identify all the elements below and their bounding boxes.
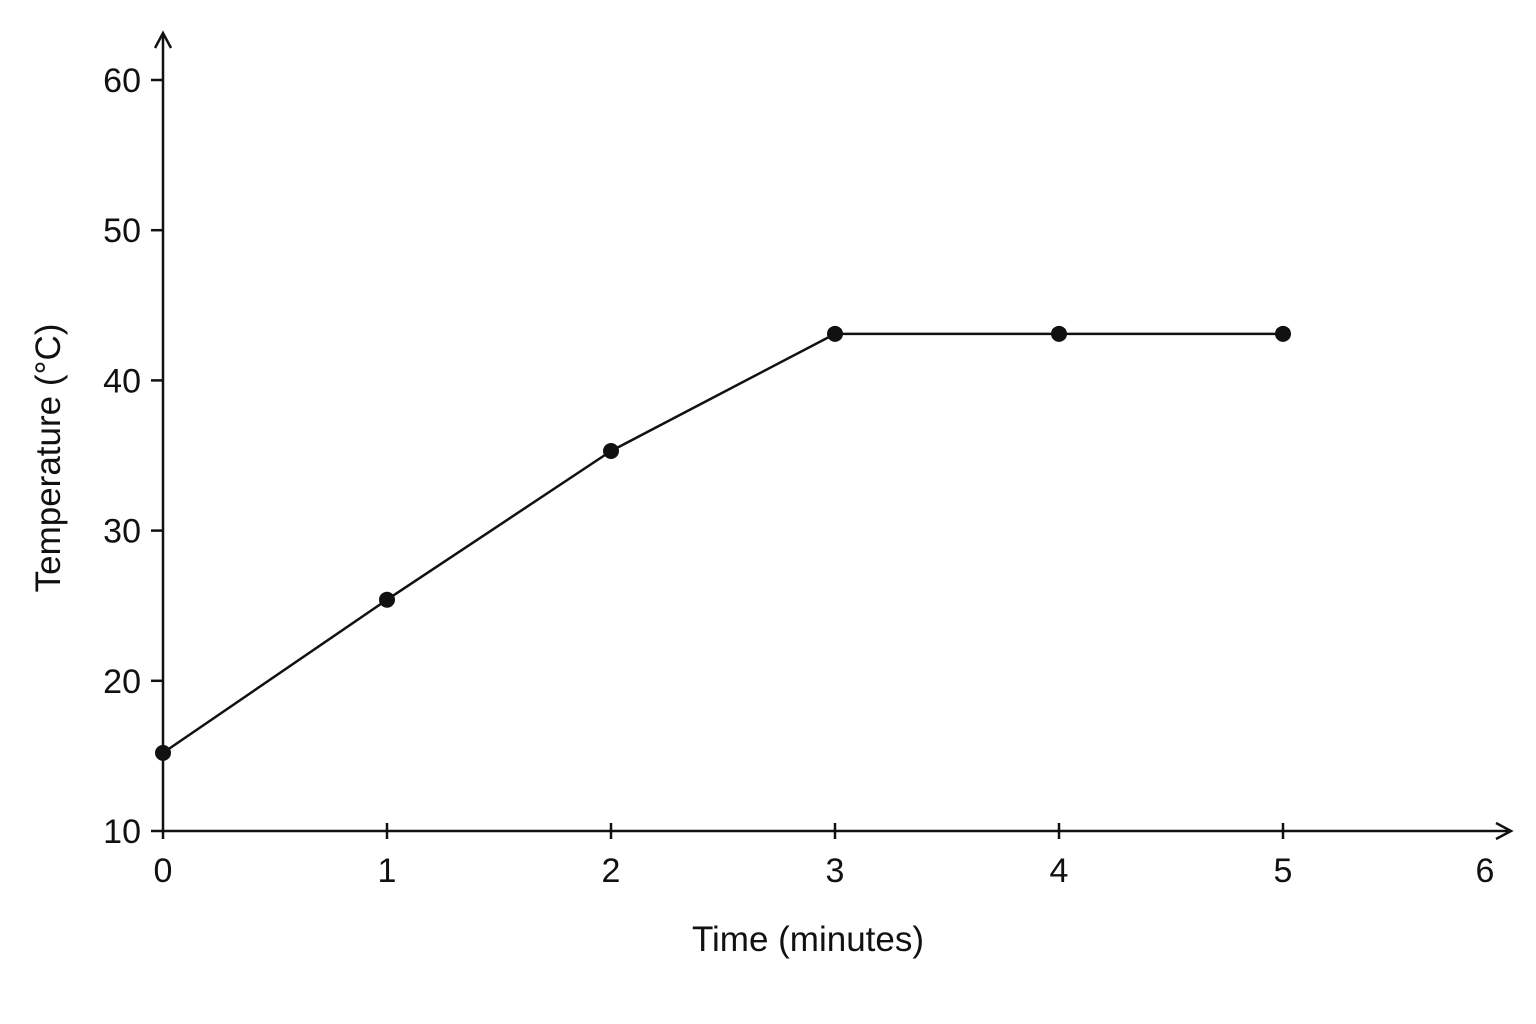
y-ticks: 10 20 30 40 50 60: [103, 62, 163, 851]
x-tick-label: 6: [1476, 852, 1495, 890]
y-tick-label: 40: [103, 362, 141, 400]
x-tick-label: 5: [1274, 852, 1293, 890]
y-axis-title: Temperature (°C): [29, 324, 68, 593]
series-line: [162, 332, 1283, 754]
series: [155, 325, 1291, 761]
data-point: [827, 325, 843, 342]
x-tick-label: 1: [378, 852, 397, 890]
data-point: [155, 744, 171, 761]
x-tick-label: 3: [826, 852, 845, 890]
x-tick-label: 2: [602, 852, 621, 890]
x-ticks: 0 1 2 3 4 5 6: [154, 823, 1495, 890]
x-tick-label: 0: [154, 852, 173, 890]
y-tick-label: 10: [103, 813, 141, 851]
y-tick-label: 20: [103, 663, 141, 701]
x-axis-arrowhead: [1495, 821, 1514, 841]
y-tick-label: 50: [103, 212, 141, 250]
data-point: [603, 442, 619, 459]
y-axis-arrowhead: [153, 30, 173, 49]
y-tick-label: 30: [103, 513, 141, 551]
axes: [153, 30, 1514, 841]
data-point: [379, 591, 395, 608]
data-point: [1275, 325, 1291, 342]
y-tick-label: 60: [103, 62, 141, 100]
x-tick-label: 4: [1050, 852, 1069, 890]
data-point: [1051, 325, 1067, 342]
x-axis-title: Time (minutes): [692, 920, 924, 959]
